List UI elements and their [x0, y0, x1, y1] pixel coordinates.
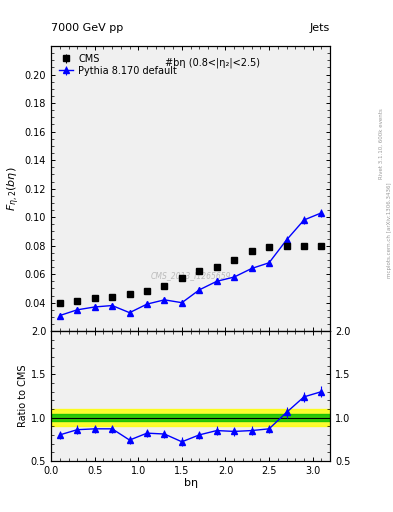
Text: mcplots.cern.ch [arXiv:1306.3436]: mcplots.cern.ch [arXiv:1306.3436] — [387, 183, 391, 278]
Legend: CMS, Pythia 8.170 default: CMS, Pythia 8.170 default — [56, 51, 180, 79]
Text: Rivet 3.1.10, 600k events: Rivet 3.1.10, 600k events — [379, 108, 384, 179]
Bar — [51, 409, 330, 426]
Text: 7000 GeV pp: 7000 GeV pp — [51, 23, 123, 33]
Text: #bη (0.8<|η₂|<2.5): #bη (0.8<|η₂|<2.5) — [165, 57, 261, 68]
Bar — [51, 414, 330, 421]
Y-axis label: Ratio to CMS: Ratio to CMS — [18, 365, 28, 427]
Text: Jets: Jets — [310, 23, 330, 33]
X-axis label: bη: bη — [184, 478, 198, 488]
Y-axis label: $F_{\eta,2}(b\eta)$: $F_{\eta,2}(b\eta)$ — [6, 166, 22, 211]
Text: CMS_2013_I1265659: CMS_2013_I1265659 — [151, 271, 231, 280]
